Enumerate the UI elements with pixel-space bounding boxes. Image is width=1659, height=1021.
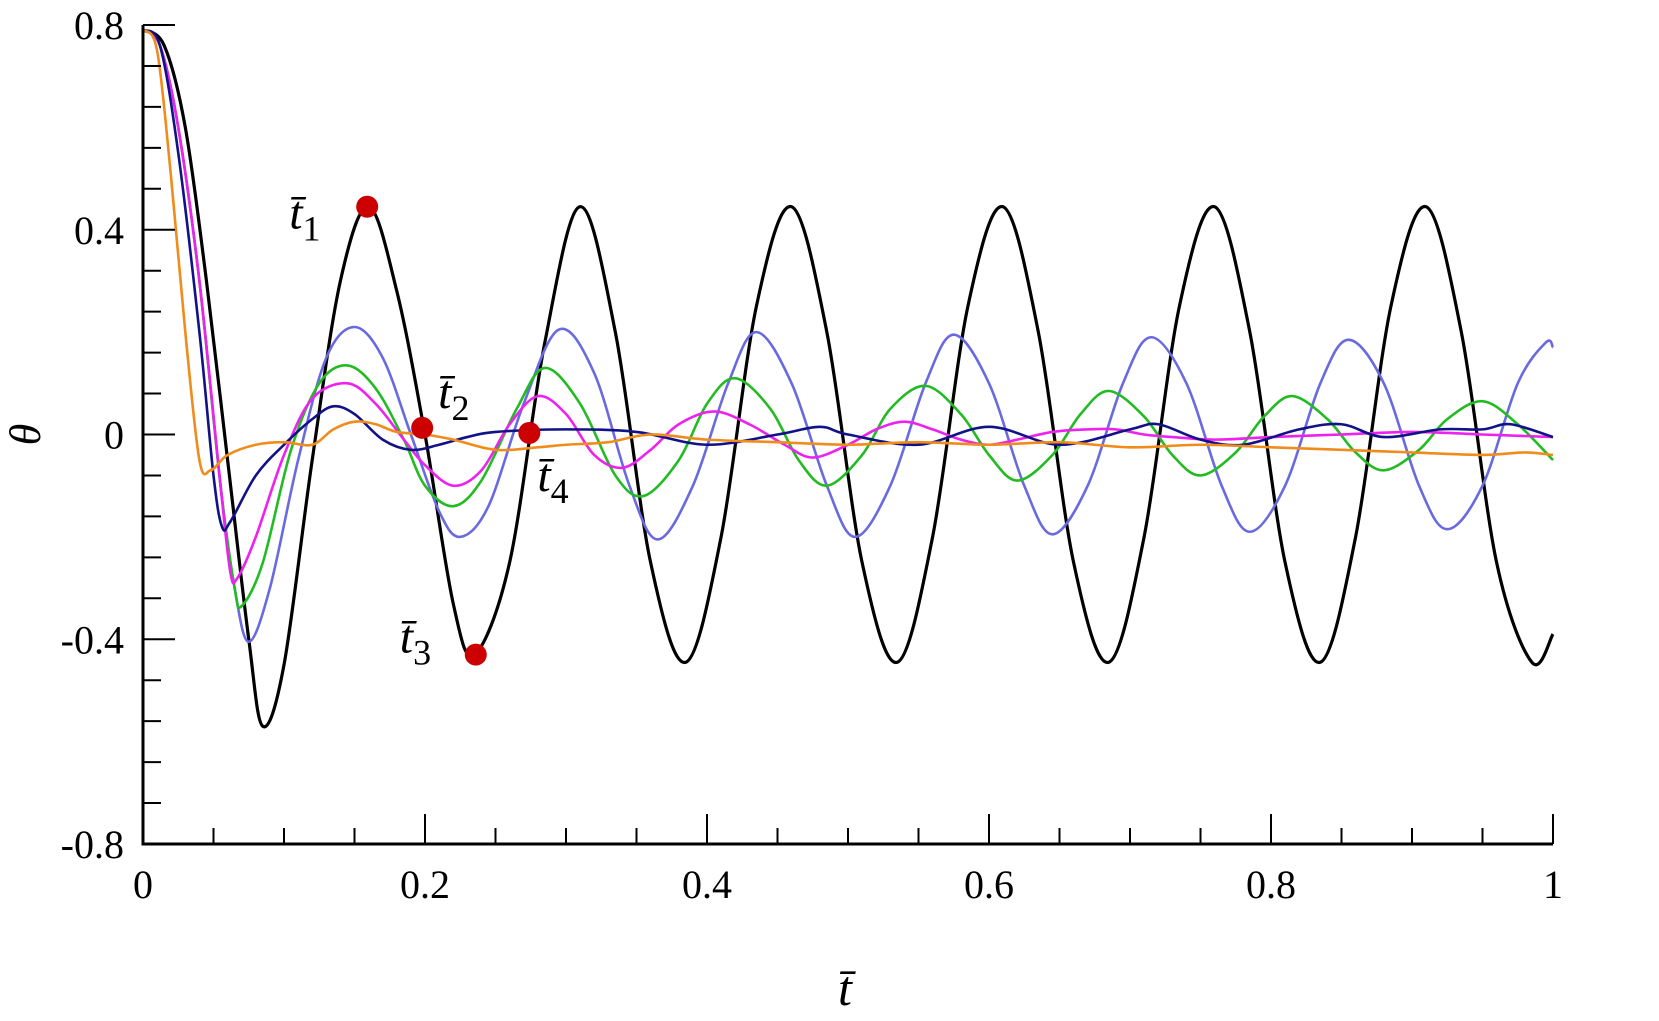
series-line-1 — [142, 28, 1555, 729]
series-line-3 — [142, 28, 1554, 610]
marker-label-3: t̄3 — [400, 611, 431, 673]
marker-label-1: t̄1 — [289, 187, 320, 249]
marker-label-4: t̄4 — [537, 449, 568, 511]
marker-layer: t̄1 t̄2 t̄3 t̄4 — [289, 187, 568, 673]
y-axis-label: θ — [1, 424, 50, 446]
series-layer — [141, 28, 1555, 729]
y-tick-label: 0.8 — [74, 3, 124, 48]
y-tick-label: 0 — [104, 413, 124, 458]
x-tick-label: 0 — [133, 862, 153, 907]
x-tick-label: 0.4 — [682, 862, 732, 907]
x-tick-label: 0.2 — [400, 862, 450, 907]
series-line-4 — [142, 28, 1554, 585]
marker-point-3 — [464, 643, 487, 666]
x-tick-label: 0.8 — [1246, 862, 1296, 907]
marker-point-4 — [518, 421, 541, 444]
y-tick-label: 0.4 — [74, 208, 124, 253]
series-line-5 — [142, 28, 1554, 532]
series-line-2 — [142, 28, 1555, 644]
x-ticks: 0 0.2 0.4 0.6 0.8 1 — [133, 814, 1563, 907]
series-line-6 — [141, 29, 1554, 476]
y-ticks: 0.8 0.4 0 -0.4 -0.8 — [61, 3, 175, 867]
x-axis-label: t̄ — [838, 960, 857, 1016]
y-tick-label: -0.8 — [61, 822, 124, 867]
marker-point-1 — [356, 195, 379, 218]
y-tick-label: -0.4 — [61, 617, 124, 662]
marker-label-2: t̄2 — [438, 366, 469, 428]
x-tick-label: 0.6 — [964, 862, 1014, 907]
x-tick-label: 1 — [1543, 862, 1563, 907]
marker-point-2 — [411, 416, 434, 439]
